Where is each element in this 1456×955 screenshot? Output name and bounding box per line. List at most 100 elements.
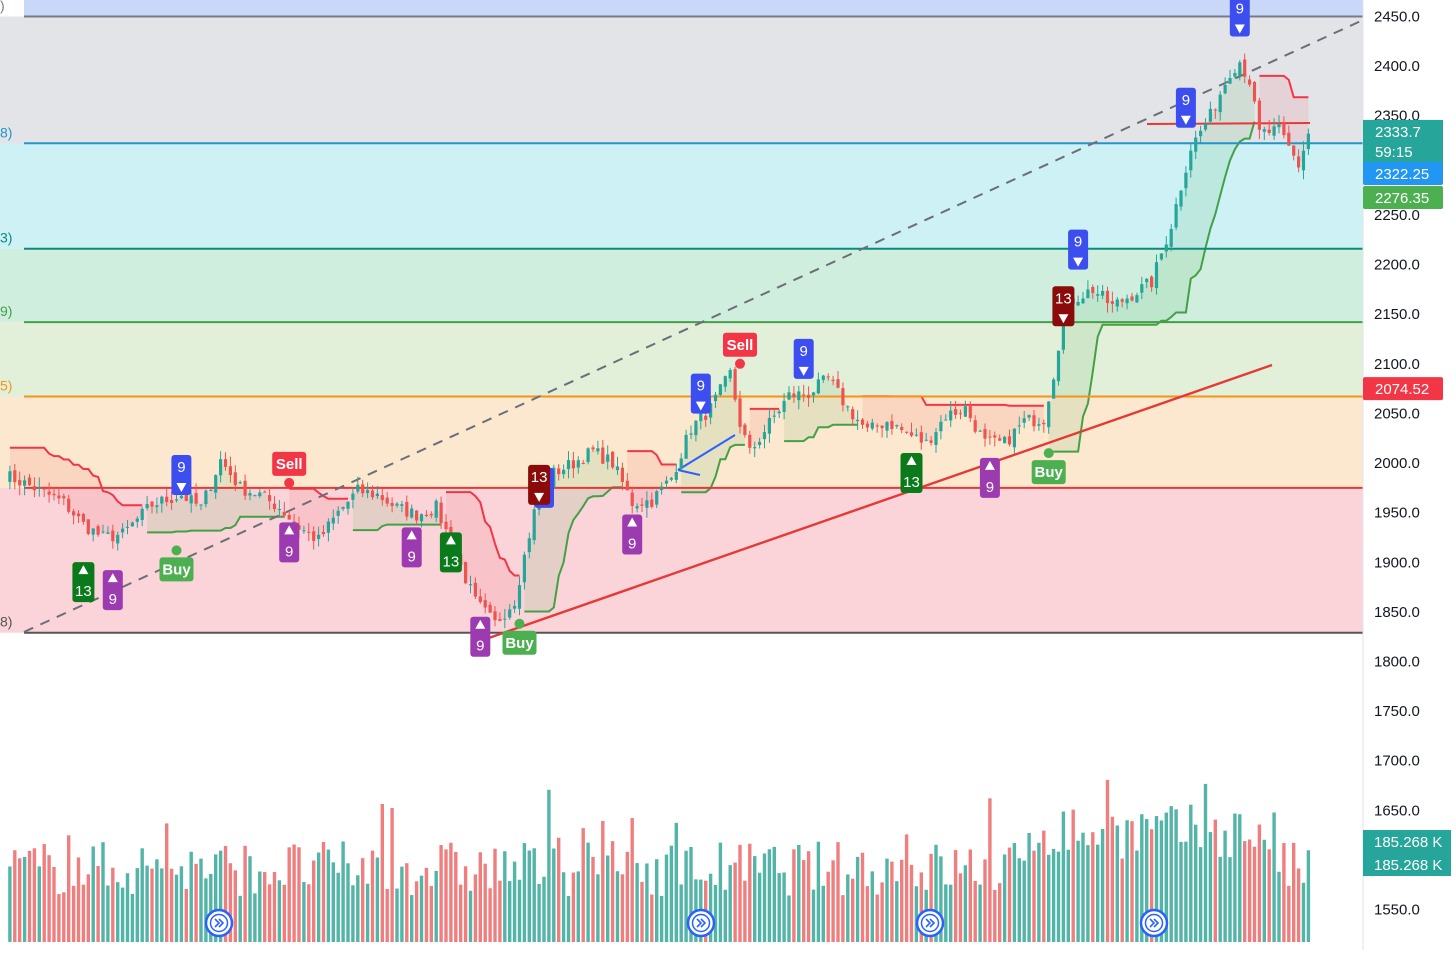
volume-bar — [459, 884, 463, 942]
volume-bar — [444, 849, 448, 942]
volume-bar — [120, 887, 125, 942]
candle-body — [174, 499, 179, 501]
y-tick-label: 2450.0 — [1374, 8, 1420, 25]
td-count-label: 13 — [1055, 290, 1072, 307]
candle-body — [748, 434, 752, 448]
volume-bar — [718, 842, 723, 942]
candle-body — [963, 406, 967, 417]
volume-bar — [150, 868, 154, 942]
candle-body — [802, 394, 806, 396]
candle-body — [375, 493, 379, 497]
supertrend-up-line — [352, 523, 442, 532]
candle-body — [1267, 129, 1271, 133]
candle-body — [189, 495, 193, 504]
volume-bar — [929, 853, 933, 942]
fib-lines: ) 8) 3) 9) 5) 8) — [0, 0, 1363, 634]
candle-body — [415, 510, 419, 521]
volume-bar — [1301, 882, 1306, 942]
candle-body — [478, 596, 482, 603]
candle-body — [880, 425, 884, 429]
candle-body — [1306, 133, 1310, 150]
candle-body — [243, 480, 247, 496]
candle-body — [140, 508, 144, 521]
event-marker-icon[interactable] — [915, 908, 945, 938]
fib-bands — [0, 0, 1363, 633]
candle-body — [645, 500, 649, 508]
candle-body — [811, 392, 816, 396]
candle-body — [317, 534, 321, 540]
candle-body — [179, 495, 183, 498]
candle-body — [468, 584, 473, 586]
volume-bar — [385, 888, 389, 942]
candle-body — [96, 526, 100, 535]
volume-bar — [998, 883, 1002, 942]
volume-bar — [557, 837, 561, 942]
volume-tag-text: 185.268 K — [1374, 834, 1442, 851]
volume-bar — [199, 858, 203, 942]
candle-body — [258, 492, 262, 497]
candle-body — [1272, 126, 1276, 136]
fib-level-label: 3) — [0, 230, 12, 246]
volume-bar — [743, 880, 747, 942]
volume-bar — [81, 884, 86, 942]
volume-bar — [111, 867, 115, 942]
candle-body — [385, 497, 389, 504]
candle-body — [268, 495, 272, 502]
candle-body — [895, 425, 899, 427]
supertrend-up-line — [681, 443, 745, 494]
td-count-label: 9 — [408, 548, 416, 565]
volume-bar — [1228, 857, 1232, 942]
volume-bar — [253, 893, 257, 942]
supertrend-fill — [289, 488, 348, 537]
volume-bar — [189, 851, 193, 942]
candle-body — [625, 480, 629, 491]
volume-bar — [370, 850, 375, 942]
supertrend-up-line — [524, 486, 623, 613]
td-count-box — [72, 562, 95, 603]
td-count-label: 9 — [1236, 0, 1244, 17]
volume-bar — [292, 844, 296, 942]
volume-bar — [552, 848, 556, 942]
supertrend-fill — [784, 376, 858, 442]
td-count-label: 9 — [109, 591, 117, 608]
volume-bar — [1238, 814, 1242, 942]
candle-body — [944, 419, 948, 421]
candle-body — [522, 554, 526, 583]
volume-bar — [473, 874, 478, 942]
event-marker-icon[interactable] — [204, 908, 234, 938]
td-count-label: 9 — [177, 459, 185, 476]
candle-body — [307, 531, 311, 533]
candle-body — [390, 503, 394, 506]
volume-bar — [1243, 841, 1247, 942]
supertrend-up-line — [147, 515, 285, 534]
event-marker-icon[interactable] — [1139, 908, 1169, 938]
td-count-box — [1068, 229, 1089, 270]
volume-bar — [493, 848, 497, 942]
candle-body — [72, 511, 76, 516]
volume-bar — [865, 886, 870, 942]
candle-body — [728, 370, 732, 379]
volume-bar — [395, 888, 399, 942]
volume-bar — [831, 860, 835, 942]
candle-body — [596, 448, 600, 452]
volume-bar — [1032, 850, 1036, 942]
candle-body — [160, 496, 164, 504]
volume-bar — [434, 870, 438, 942]
volume-bar — [1267, 849, 1271, 942]
candle-body — [924, 439, 928, 441]
volume-bar — [165, 823, 169, 942]
td-count-box — [793, 338, 814, 379]
volume-tag — [1363, 830, 1451, 853]
volume-bar — [414, 881, 419, 942]
candle-body — [660, 486, 664, 491]
candle-body — [37, 486, 41, 489]
candle-body — [321, 531, 326, 535]
volume-bar — [1296, 868, 1301, 942]
event-marker-icon[interactable] — [686, 908, 716, 938]
y-tick-label: 1650.0 — [1374, 802, 1420, 819]
candle-body — [116, 535, 120, 544]
candle-body — [1292, 145, 1296, 156]
candle-body — [998, 438, 1002, 441]
volume-bar — [287, 847, 291, 942]
